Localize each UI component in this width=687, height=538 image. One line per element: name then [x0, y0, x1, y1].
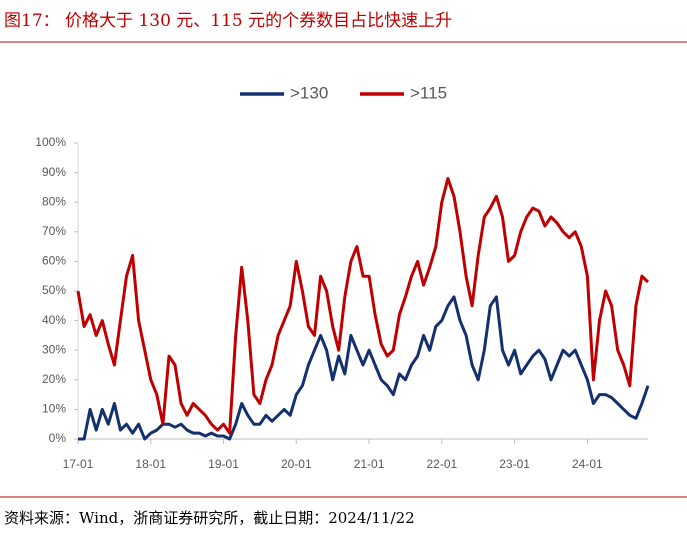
y-tick-label: 40% — [42, 313, 66, 327]
x-tick-label: 20-01 — [281, 457, 312, 471]
y-tick-label: 90% — [42, 165, 66, 179]
chart-title: 图17： 价格大于 130 元、115 元的个券数目占比快速上升 — [4, 11, 452, 31]
x-tick-label: 24-01 — [572, 457, 603, 471]
y-tick-label: 0% — [49, 431, 67, 445]
x-tick-label: 19-01 — [208, 457, 239, 471]
legend-label: >115 — [410, 83, 447, 102]
x-tick-label: 17-01 — [63, 457, 94, 471]
legend-label: >130 — [290, 83, 328, 102]
series-line — [78, 295, 650, 441]
x-tick-label: 23-01 — [499, 457, 530, 471]
y-tick-label: 100% — [35, 135, 66, 149]
x-tick-label: 21-01 — [354, 457, 385, 471]
y-tick-label: 60% — [42, 254, 66, 268]
y-tick-label: 50% — [42, 283, 66, 297]
y-tick-label: 70% — [42, 224, 66, 238]
x-tick-label: 18-01 — [135, 457, 166, 471]
source: 资料来源：Wind，浙商证券研究所，截止日期：2024/11/22 — [4, 509, 415, 527]
series-line — [76, 177, 650, 435]
y-tick-label: 30% — [42, 342, 66, 356]
y-tick-label: 20% — [42, 372, 66, 386]
y-tick-label: 10% — [42, 402, 66, 416]
y-tick-label: 80% — [42, 194, 66, 208]
x-tick-label: 22-01 — [426, 457, 457, 471]
